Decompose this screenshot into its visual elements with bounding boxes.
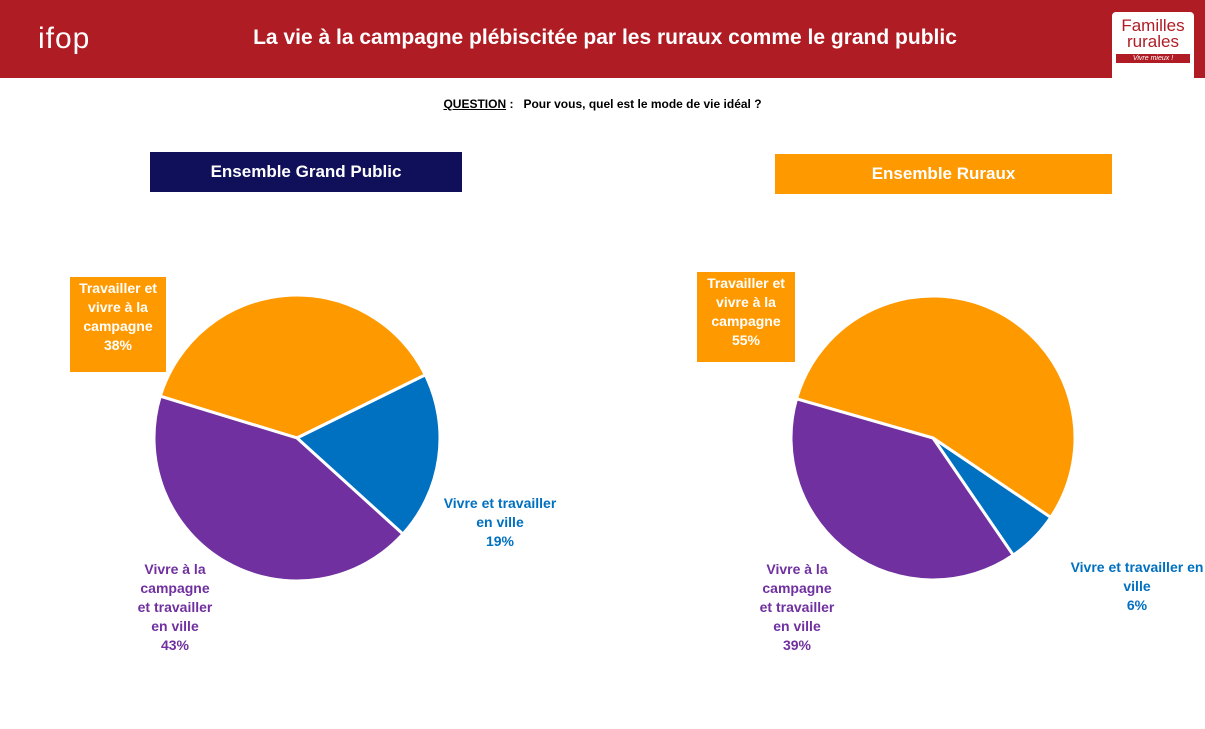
slice-value: 6% bbox=[1126, 597, 1148, 613]
slide-title: La vie à la campagne plébiscitée par les… bbox=[253, 26, 957, 49]
slice-label: Vivre et travailler en ville 19% bbox=[440, 494, 560, 551]
slice-category: Vivre et travailler en ville bbox=[443, 495, 557, 530]
slice-value: 55% bbox=[731, 332, 761, 348]
slice-category: Travailler et vivre à la campagne bbox=[707, 275, 785, 329]
slice-value: 38% bbox=[103, 337, 133, 353]
pie-title: Ensemble Ruraux bbox=[775, 154, 1112, 194]
pie-slice bbox=[794, 294, 1077, 520]
question-label: QUESTION bbox=[443, 97, 507, 111]
logo-name: Familles rurales bbox=[1121, 16, 1185, 51]
header-band: ifop La vie à la campagne plébiscitée pa… bbox=[0, 0, 1205, 82]
slice-label: Vivre à la campagne et travailler en vil… bbox=[757, 560, 837, 655]
slice-label: Travailler et vivre à la campagne 38% bbox=[70, 277, 166, 372]
question-label-suffix: : bbox=[509, 97, 514, 111]
slice-label: Travailler et vivre à la campagne 55% bbox=[697, 272, 795, 362]
pie-slice bbox=[152, 394, 406, 583]
slice-value: 19% bbox=[485, 533, 515, 549]
slice-label: Vivre et travailler en ville 6% bbox=[1067, 558, 1205, 615]
logo-ifop: ifop bbox=[38, 22, 91, 55]
slice-label: Vivre à la campagne et travailler en vil… bbox=[135, 560, 215, 655]
pie-slice bbox=[789, 397, 1016, 582]
slice-category: Travailler et vivre à la campagne bbox=[79, 280, 157, 334]
slice-category: Vivre à la campagne et travailler en vil… bbox=[759, 561, 835, 634]
slice-value: 39% bbox=[782, 637, 812, 653]
logo-tagline: Vivre mieux ! bbox=[1116, 54, 1190, 63]
slice-value: 43% bbox=[160, 637, 190, 653]
question-text: Pour vous, quel est le mode de vie idéal… bbox=[523, 97, 762, 111]
slice-category: Vivre et travailler en ville bbox=[1070, 559, 1204, 594]
pie-slice bbox=[158, 293, 428, 440]
pie-title: Ensemble Grand Public bbox=[150, 152, 462, 192]
logo-familles-rurales: Familles rurales Vivre mieux ! bbox=[1112, 12, 1194, 82]
pie-slice bbox=[294, 372, 442, 537]
slice-category: Vivre à la campagne et travailler en vil… bbox=[137, 561, 213, 634]
question: QUESTION : Pour vous, quel est le mode d… bbox=[0, 97, 1205, 111]
